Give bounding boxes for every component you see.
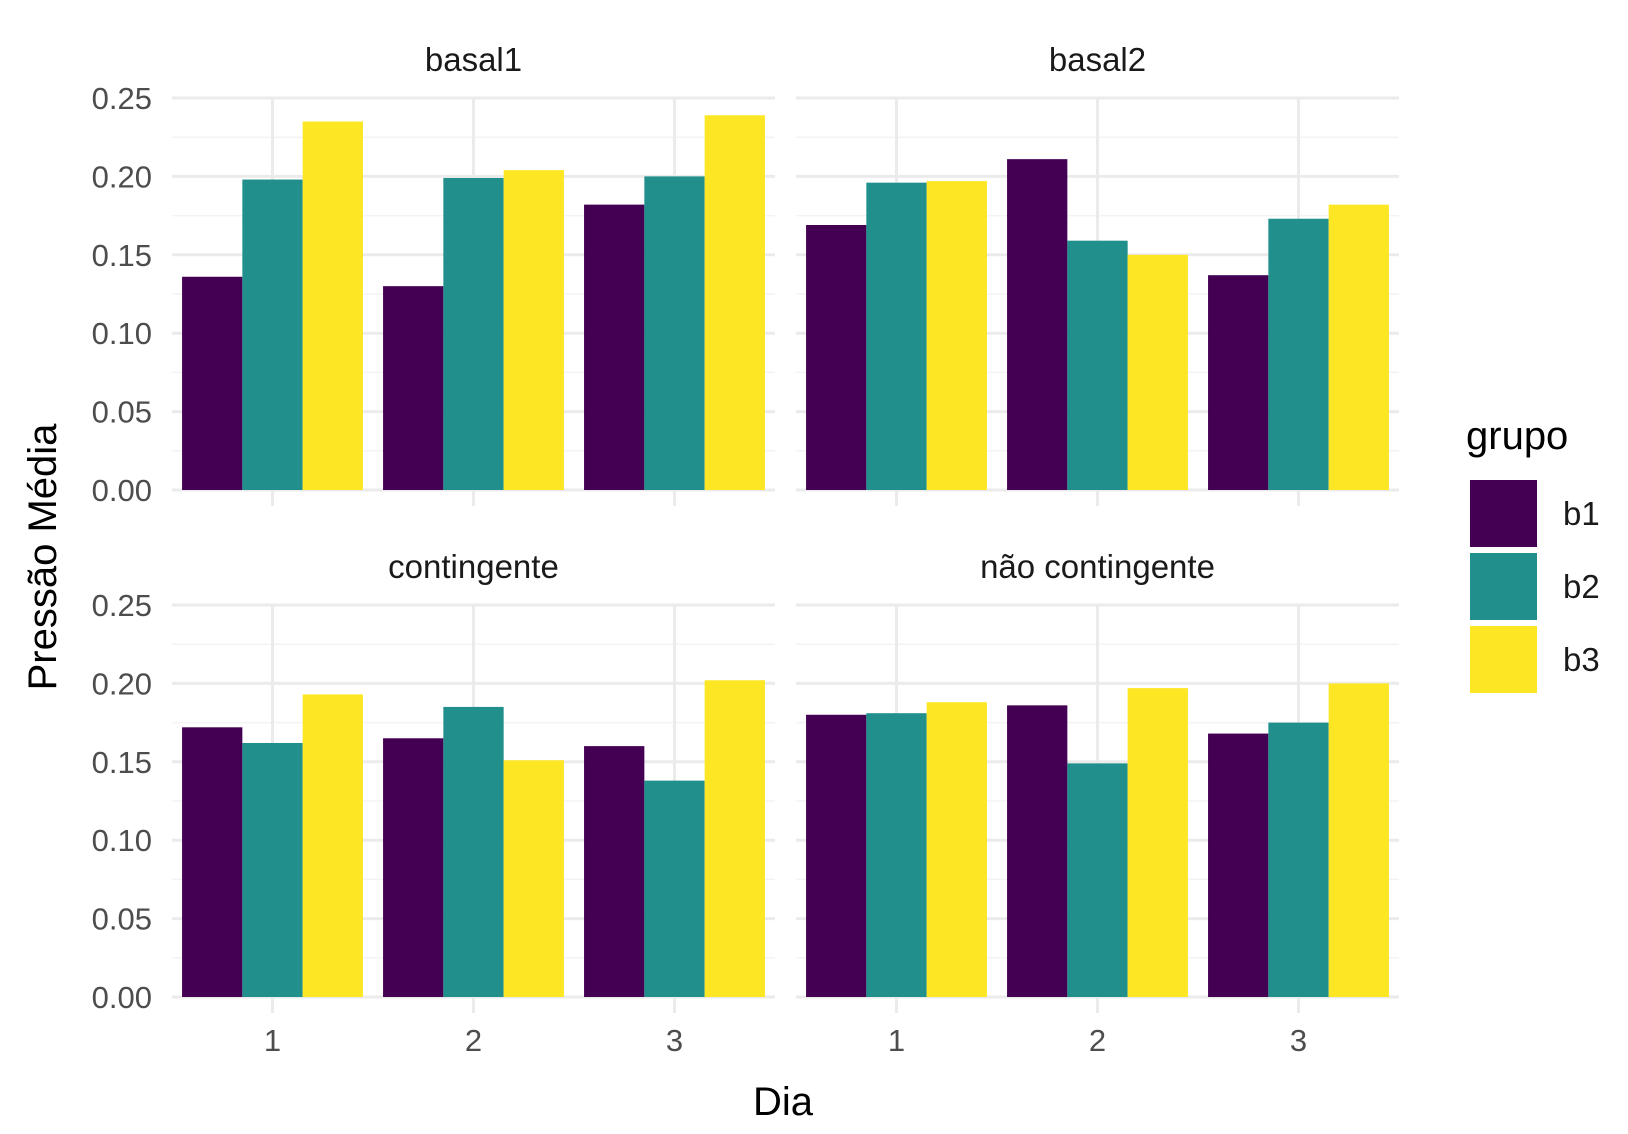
facet-panels: basal1 0.00 0.05 0.10 0.15 0.20 0.25 basal2 cont… — [92, 41, 1399, 1058]
bar-b3-dia-1 — [302, 121, 363, 491]
bar-b3-dia-3 — [704, 680, 765, 997]
bar-b2-dia-1 — [242, 742, 303, 997]
x-tick-label: 2 — [1089, 1023, 1106, 1058]
bar-b3-dia-1 — [302, 694, 363, 997]
y-tick-label: 0.20 — [92, 666, 152, 701]
bar-b3-dia-2 — [503, 760, 564, 997]
facet-panel: contingente 0.00 0.05 0.10 0.15 0.20 0.25 1 2 3 — [92, 548, 775, 1058]
y-axis-title: Pressão Média — [21, 423, 65, 691]
facet-strip-label: basal1 — [425, 41, 522, 78]
x-tick-label: 3 — [1290, 1023, 1307, 1058]
legend: grupo b1 b2 b3 — [1466, 414, 1600, 693]
y-tick-label: 0.00 — [92, 473, 152, 508]
legend-label-b1: b1 — [1563, 495, 1600, 532]
x-tick-label: 3 — [666, 1023, 683, 1058]
facet-strip-label: basal2 — [1049, 41, 1146, 78]
bar-b3-dia-2 — [503, 170, 564, 491]
bar-b3-dia-3 — [1328, 204, 1389, 490]
legend-title: grupo — [1466, 414, 1568, 458]
bar-b2-dia-1 — [866, 182, 927, 490]
bar-b1-dia-3 — [584, 746, 645, 997]
bar-b2-dia-2 — [443, 706, 504, 997]
bar-b2-dia-3 — [644, 780, 705, 997]
y-tick-label: 0.10 — [92, 823, 152, 858]
facet-strip-label: contingente — [388, 548, 559, 585]
y-tick-label: 0.15 — [92, 238, 152, 273]
bar-b2-dia-2 — [1067, 763, 1128, 997]
legend-key-b1 — [1470, 480, 1537, 547]
bar-b3-dia-1 — [926, 702, 987, 997]
y-tick-label: 0.20 — [92, 159, 152, 194]
x-tick-label: 2 — [465, 1023, 482, 1058]
facet-panel: basal2 — [796, 41, 1399, 506]
legend-key-b3 — [1470, 626, 1537, 693]
bar-b2-dia-2 — [1067, 240, 1128, 490]
y-tick-label: 0.05 — [92, 395, 152, 430]
bar-b1-dia-1 — [806, 225, 867, 490]
bar-b1-dia-1 — [182, 727, 243, 997]
bar-b1-dia-1 — [182, 276, 243, 490]
bar-b2-dia-2 — [443, 177, 504, 490]
bar-b1-dia-3 — [1208, 733, 1269, 997]
bar-b2-dia-3 — [1268, 218, 1329, 490]
bar-b1-dia-2 — [1007, 159, 1068, 491]
y-tick-label: 0.25 — [92, 588, 152, 623]
bar-b3-dia-2 — [1127, 254, 1188, 490]
bar-b1-dia-2 — [1007, 705, 1068, 997]
bar-b1-dia-2 — [383, 738, 444, 997]
y-tick-label: 0.00 — [92, 980, 152, 1015]
bar-b2-dia-1 — [242, 179, 303, 490]
bar-b2-dia-3 — [644, 176, 705, 490]
x-tick-label: 1 — [264, 1023, 281, 1058]
facet-strip-label: não contingente — [980, 548, 1215, 585]
bar-b1-dia-3 — [584, 204, 645, 490]
bar-b1-dia-3 — [1208, 275, 1269, 490]
y-tick-label: 0.25 — [92, 81, 152, 116]
x-axis-title: Dia — [753, 1080, 814, 1124]
bar-b2-dia-3 — [1268, 722, 1329, 997]
bar-b3-dia-1 — [926, 181, 987, 490]
x-tick-label: 1 — [888, 1023, 905, 1058]
legend-label-b2: b2 — [1563, 568, 1600, 605]
bar-b3-dia-3 — [704, 115, 765, 491]
y-tick-label: 0.10 — [92, 316, 152, 351]
legend-label-b3: b3 — [1563, 641, 1600, 678]
y-tick-label: 0.05 — [92, 902, 152, 937]
bar-b2-dia-1 — [866, 713, 927, 997]
legend-key-b2 — [1470, 553, 1537, 620]
bar-b3-dia-3 — [1328, 683, 1389, 997]
bar-b1-dia-1 — [806, 714, 867, 997]
facet-panel: basal1 0.00 0.05 0.10 0.15 0.20 0.25 — [92, 41, 775, 508]
bar-b1-dia-2 — [383, 286, 444, 490]
facet-panel: não contingente 1 2 3 — [796, 548, 1399, 1058]
y-tick-label: 0.15 — [92, 745, 152, 780]
bar-b3-dia-2 — [1127, 688, 1188, 997]
